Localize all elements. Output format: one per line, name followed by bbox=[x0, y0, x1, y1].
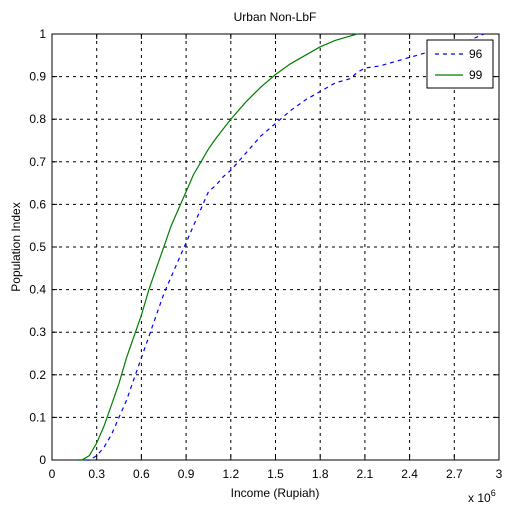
legend-label-96: 96 bbox=[469, 47, 483, 61]
x-tick-label: 2.4 bbox=[401, 467, 418, 481]
legend-box bbox=[426, 39, 494, 89]
y-tick-label: 0.4 bbox=[29, 283, 46, 297]
y-axis-label: Population Index bbox=[9, 202, 23, 291]
x-tick-label: 2.7 bbox=[446, 467, 463, 481]
x-axis-label: Income (Rupiah) bbox=[231, 486, 320, 500]
x-tick-label: 1.5 bbox=[267, 467, 284, 481]
x-multiplier-base: x 10 bbox=[468, 491, 491, 505]
x-tick-label: 3 bbox=[496, 467, 503, 481]
y-tick-label: 0.7 bbox=[29, 155, 46, 169]
x-multiplier: x 106 bbox=[468, 488, 496, 505]
grid bbox=[52, 34, 499, 460]
x-tick-label: 1.2 bbox=[222, 467, 239, 481]
y-tick-label: 0.6 bbox=[29, 197, 46, 211]
legend: 96 99 bbox=[426, 39, 494, 89]
x-tick-label: 0.9 bbox=[178, 467, 195, 481]
series-line-96 bbox=[77, 33, 485, 461]
y-tick-label: 0.2 bbox=[29, 368, 46, 382]
x-tick-label: 0.6 bbox=[133, 467, 150, 481]
y-tick-label: 1 bbox=[39, 27, 46, 41]
y-tick-label: 0.9 bbox=[29, 70, 46, 84]
y-tick-label: 0.1 bbox=[29, 410, 46, 424]
x-tick-label: 0 bbox=[49, 467, 56, 481]
x-tick-label: 0.3 bbox=[88, 467, 105, 481]
y-tick-label: 0.3 bbox=[29, 325, 46, 339]
legend-label-99: 99 bbox=[469, 68, 483, 82]
y-tick-label: 0.5 bbox=[29, 240, 46, 254]
series-line-99 bbox=[77, 33, 358, 461]
y-tick-label: 0.8 bbox=[29, 112, 46, 126]
x-tick-label: 2.1 bbox=[357, 467, 374, 481]
y-tick-label: 0 bbox=[39, 453, 46, 467]
axis-ticks: 0 0.3 0.6 0.9 1.2 1.5 1.8 2.1 2.4 2.7 3 0 0.1 0.2 0.3 0… bbox=[29, 27, 502, 481]
x-tick-label: 1.8 bbox=[312, 467, 329, 481]
series-group bbox=[77, 33, 485, 461]
x-multiplier-exponent: 6 bbox=[491, 488, 496, 498]
chart-title: Urban Non-LbF bbox=[234, 10, 317, 24]
